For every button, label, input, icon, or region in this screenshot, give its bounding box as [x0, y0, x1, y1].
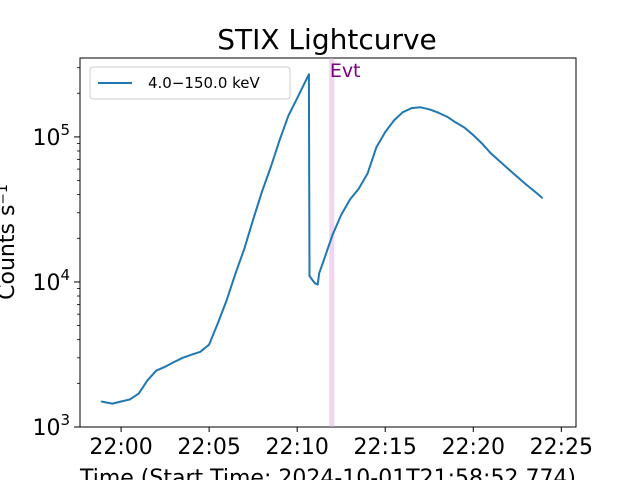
data-point: [181, 357, 184, 359]
y-axis-label: Counts s⁻¹: [0, 184, 20, 300]
series-line: [101, 73, 543, 405]
data-point: [463, 126, 466, 129]
data-point: [541, 197, 543, 199]
data-point: [155, 369, 158, 372]
axes-box: [79, 57, 577, 428]
data-point: [296, 97, 299, 99]
data-point: [270, 166, 272, 168]
data-point: [454, 121, 457, 124]
data-point: [525, 183, 527, 186]
data-point: [340, 214, 343, 216]
data-point: [428, 108, 431, 111]
data-point: [316, 283, 319, 286]
data-point: [402, 111, 404, 113]
legend-box: [89, 66, 291, 100]
data-point: [217, 322, 219, 324]
data-point: [208, 343, 210, 346]
data-point: [393, 119, 395, 122]
data-point: [111, 402, 114, 405]
data-point: [308, 275, 311, 277]
data-point: [120, 400, 122, 403]
event-marker-label: Evt: [330, 60, 361, 82]
data-point: [314, 282, 316, 285]
data-point: [225, 299, 228, 301]
data-point: [481, 142, 483, 145]
legend-series-label: 4.0−150.0 keV: [148, 74, 261, 92]
data-point: [410, 107, 413, 109]
data-point: [419, 106, 422, 109]
y-tick-label: 103: [32, 411, 70, 441]
data-point: [173, 361, 175, 363]
data-point: [507, 168, 510, 170]
x-tick-label: 22:20: [442, 435, 505, 460]
data-point: [308, 73, 310, 76]
data-point: [287, 114, 290, 117]
data-point: [318, 272, 321, 275]
data-point: [199, 351, 202, 353]
x-tick-label: 22:15: [354, 435, 417, 460]
legend: 4.0−150.0 keV: [89, 66, 291, 100]
data-point: [100, 400, 103, 403]
data-point: [358, 187, 360, 190]
data-point: [366, 172, 369, 175]
data-point: [446, 115, 448, 118]
data-point: [261, 190, 263, 193]
data-point: [349, 198, 351, 201]
data-point: [190, 353, 193, 356]
data-point: [137, 392, 140, 395]
y-axis-ticks: 103 104 105: [32, 67, 80, 441]
data-point: [278, 139, 281, 141]
data-point: [234, 272, 237, 275]
data-point: [243, 247, 246, 250]
y-tick-label: 105: [32, 121, 70, 151]
series-layer: [100, 73, 543, 405]
data-point: [437, 111, 439, 114]
data-point: [322, 260, 325, 262]
data-point: [331, 234, 334, 236]
chart-title: STIX Lightcurve: [217, 23, 437, 56]
y-tick-label: 104: [32, 266, 70, 296]
data-point: [472, 134, 475, 136]
data-point: [516, 176, 519, 178]
data-point: [146, 379, 149, 382]
data-point: [129, 398, 131, 401]
data-point: [252, 218, 254, 221]
x-tick-label: 22:10: [265, 435, 328, 460]
event-marker-band: [329, 58, 335, 427]
x-tick-label: 22:25: [530, 435, 593, 460]
data-point: [490, 152, 492, 155]
data-point: [384, 131, 387, 133]
x-axis-label: Time (Start Time: 2024-10-01T21:58:52.77…: [79, 466, 576, 480]
x-tick-label: 22:05: [177, 435, 240, 460]
x-tick-label: 22:00: [89, 435, 152, 460]
event-layer: Evt: [329, 58, 361, 427]
x-axis-ticks: 22:00 22:05 22:10 22:15 22:20 22:25: [89, 427, 593, 460]
data-point: [534, 190, 536, 193]
data-point: [498, 160, 501, 162]
data-point: [375, 146, 378, 148]
data-point: [164, 366, 166, 368]
